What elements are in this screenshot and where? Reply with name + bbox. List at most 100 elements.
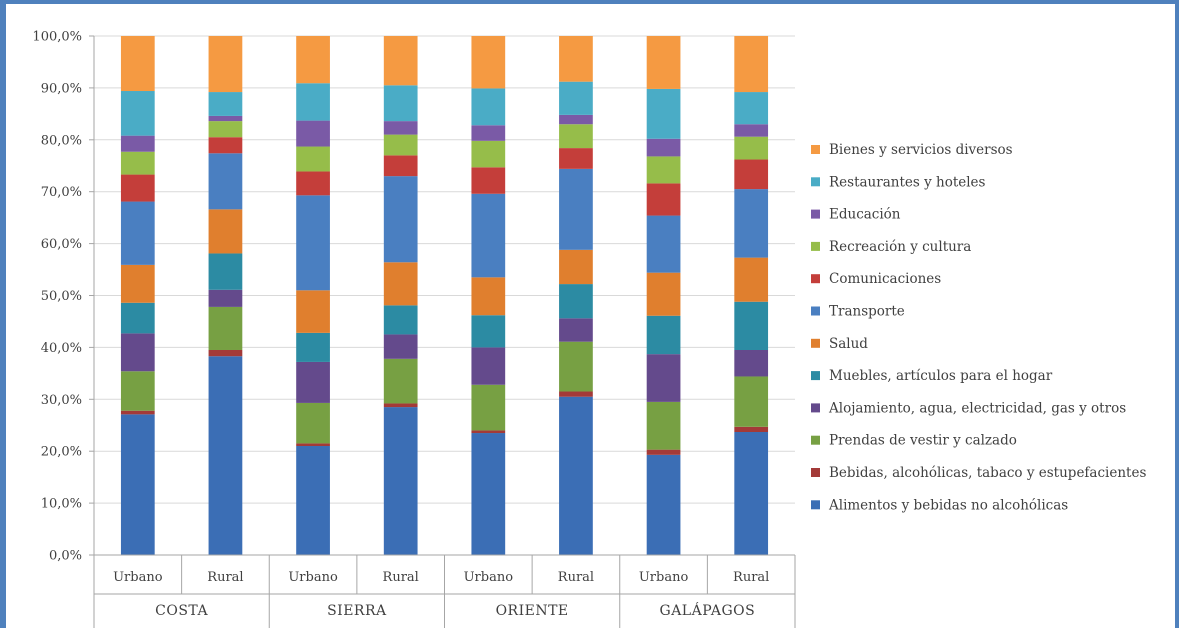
bar-segment [471, 430, 506, 434]
x-category-label: Urbano [639, 570, 689, 585]
legend-swatch [811, 177, 820, 187]
y-tick-label: 80,0% [41, 133, 82, 148]
bar-segment [646, 215, 681, 273]
bar-segment [296, 446, 330, 555]
bar-segment [120, 371, 155, 411]
bar-segment [734, 376, 769, 427]
bar-segment [471, 433, 506, 555]
bar-segment [734, 136, 769, 160]
legend-label: Bebidas, alcohólicas, tabaco y estupefac… [829, 465, 1146, 481]
bar-segment [734, 426, 769, 432]
y-tick-label: 70,0% [41, 185, 82, 200]
bar-segment [734, 92, 769, 125]
x-group-label: SIERRA [327, 603, 387, 619]
bar-segment [296, 120, 330, 147]
legend: Bienes y servicios diversos Restaurantes … [811, 142, 1146, 513]
bar-segment [120, 36, 155, 92]
bar-segment [383, 176, 418, 263]
legend-swatch [811, 306, 820, 316]
x-category-label: Urbano [288, 570, 338, 585]
x-group-label: ORIENTE [496, 603, 569, 619]
bar-segment [208, 153, 243, 210]
bar-segment [734, 159, 769, 190]
y-tick-label: 10,0% [41, 497, 82, 512]
x-group-label: GALÁPAGOS [660, 601, 756, 619]
bar-segment [471, 347, 506, 385]
bar-segment [120, 302, 155, 334]
bar-segment [734, 36, 769, 93]
legend-swatch [811, 241, 820, 251]
bar-segment [296, 195, 330, 291]
bar-segment [208, 356, 243, 555]
legend-label: Transporte [829, 304, 905, 320]
bar-segment [383, 358, 418, 404]
legend-swatch [811, 209, 820, 219]
y-tick-labels: 0,0% 10,0% 20,0% 30,0% 40,0% 50,0% 60,0% 70,0% 8… [32, 30, 82, 564]
bar-segment [559, 391, 593, 397]
bar-segment [471, 88, 506, 126]
bar-segment [646, 138, 681, 157]
bar-segment [208, 253, 243, 290]
bar-segment [296, 36, 330, 84]
bar-segment [383, 155, 418, 177]
y-tick-label: 40,0% [41, 341, 82, 356]
bar-segment [734, 431, 769, 555]
bar-segment [120, 135, 155, 152]
legend-label: Muebles, artículos para el hogar [829, 368, 1053, 384]
bar-segment [120, 264, 155, 303]
bar-segment [208, 137, 243, 154]
bar-segment [120, 91, 155, 136]
bar-segment [646, 156, 681, 184]
bar-segment [559, 168, 593, 250]
bar-segment [734, 124, 769, 137]
legend-swatch [811, 435, 820, 445]
x-category-label: Urbano [113, 570, 163, 585]
x-category-label: Rural [558, 570, 594, 585]
x-category-label: Urbano [464, 570, 514, 585]
bar-segment [120, 410, 155, 415]
bar-segment [383, 262, 418, 306]
bar-segment [208, 115, 243, 122]
bar-segment [208, 306, 243, 350]
bar-segment [471, 140, 506, 168]
legend-label: Comunicaciones [829, 271, 941, 287]
bar-segment [208, 349, 243, 357]
legend-label: Recreación y cultura [829, 239, 971, 255]
bar-segment [296, 332, 330, 362]
bar-segment [559, 148, 593, 169]
y-tick-label: 100,0% [32, 30, 82, 45]
bar-segment [471, 167, 506, 194]
x-category-labels: Urbano Rural Urbano Rural Urbano Rural Urbano R… [113, 570, 769, 619]
legend-label: Salud [829, 336, 868, 352]
bar-segment [471, 384, 506, 431]
bar-segment [559, 36, 593, 82]
bar-segment [120, 333, 155, 372]
bar-segment [559, 114, 593, 125]
bar-segment [383, 121, 418, 135]
bar-segment [120, 151, 155, 175]
bar-segment [383, 85, 418, 122]
x-category-label: Rural [383, 570, 419, 585]
bar-segment [734, 349, 769, 377]
legend-label: Alimentos y bebidas no alcohólicas [828, 497, 1068, 513]
legend-swatch [811, 274, 820, 284]
legend-label: Alojamiento, agua, electricidad, gas y o… [828, 400, 1126, 416]
legend-label: Educación [829, 207, 901, 223]
bar-segment [471, 315, 506, 348]
bar-segment [646, 354, 681, 402]
bar-segment [646, 401, 681, 450]
y-tick-label: 90,0% [41, 81, 82, 96]
bar-segment [383, 134, 418, 156]
bar-segment [296, 361, 330, 403]
bar-segment [120, 201, 155, 265]
legend-swatch [811, 338, 820, 348]
bar-segment [296, 171, 330, 196]
bar-segment [208, 36, 243, 93]
bar-segment [208, 209, 243, 254]
y-tick-label: 20,0% [41, 445, 82, 460]
bar-segment [559, 124, 593, 149]
bar-segment [646, 449, 681, 455]
bar-segment [383, 305, 418, 335]
y-tick-label: 60,0% [41, 237, 82, 252]
bar-segment [383, 36, 418, 86]
